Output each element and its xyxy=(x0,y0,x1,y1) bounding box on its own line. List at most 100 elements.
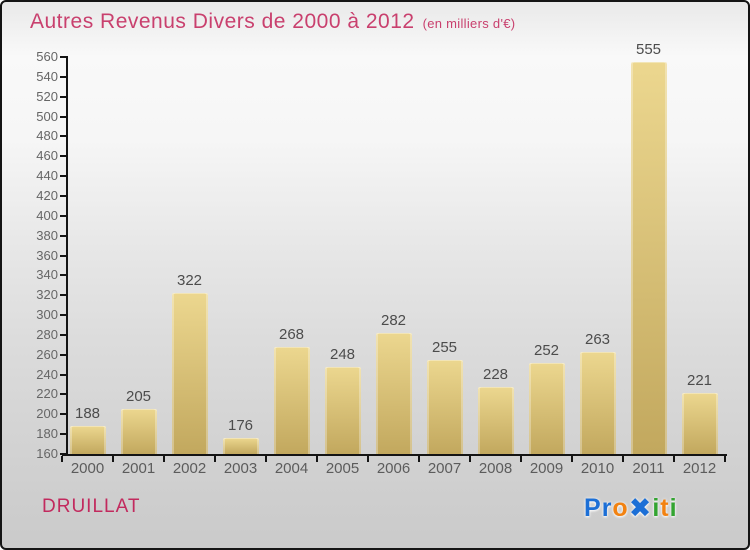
bar xyxy=(273,346,310,454)
y-tick-label: 300 xyxy=(36,307,58,323)
x-axis-tick xyxy=(112,456,114,462)
y-axis-tick xyxy=(60,115,66,118)
y-tick-label: 380 xyxy=(36,227,58,243)
bar xyxy=(375,332,412,454)
y-axis-tick xyxy=(60,234,66,237)
bar-value-label: 252 xyxy=(533,341,560,359)
x-axis-tick xyxy=(622,456,624,462)
proxiti-logo: Pro✖iti xyxy=(584,492,678,523)
bar xyxy=(69,426,106,454)
y-tick-label: 500 xyxy=(36,108,58,124)
bar-value-label: 176 xyxy=(227,417,254,435)
x-axis-tick xyxy=(367,456,369,462)
x-category-label: 2010 xyxy=(580,460,615,477)
x-axis-tick xyxy=(214,456,216,462)
bar xyxy=(681,393,718,454)
bar-value-label: 188 xyxy=(74,405,101,423)
bar-value-label: 255 xyxy=(431,338,458,356)
bar-value-label: 228 xyxy=(482,365,509,383)
x-axis-tick xyxy=(673,456,675,462)
y-tick-label: 540 xyxy=(36,68,58,84)
x-axis-line xyxy=(62,454,727,456)
y-axis-tick xyxy=(60,393,66,396)
y-axis-tick xyxy=(60,413,66,416)
x-category-label: 2009 xyxy=(529,460,564,477)
y-tick-label: 520 xyxy=(36,88,58,104)
bar-value-label: 282 xyxy=(380,311,407,329)
x-category-label: 2000 xyxy=(70,460,105,477)
logo-letter: i xyxy=(652,494,661,522)
place-name: DRUILLAT xyxy=(42,496,141,517)
y-axis-tick xyxy=(60,333,66,336)
y-axis-line xyxy=(66,56,68,456)
x-axis-tick xyxy=(163,456,165,462)
y-tick-label: 360 xyxy=(36,247,58,263)
y-axis-tick xyxy=(60,274,66,277)
y-tick-label: 160 xyxy=(36,446,58,461)
y-axis-tick xyxy=(60,433,66,436)
y-axis-tick xyxy=(60,214,66,217)
y-axis-tick xyxy=(60,75,66,78)
y-axis-tick xyxy=(60,254,66,257)
y-tick-label: 220 xyxy=(36,386,58,402)
bar-value-label: 555 xyxy=(635,40,662,58)
bar xyxy=(120,409,157,454)
x-category-label: 2006 xyxy=(376,460,411,477)
x-axis-tick xyxy=(469,456,471,462)
bar-value-label: 268 xyxy=(278,325,305,343)
bar xyxy=(477,386,514,454)
y-axis-tick xyxy=(60,194,66,197)
x-category-label: 2007 xyxy=(427,460,462,477)
x-category-label: 2001 xyxy=(121,460,156,477)
y-tick-label: 480 xyxy=(36,128,58,144)
y-tick-label: 340 xyxy=(36,267,58,283)
x-category-label: 2005 xyxy=(325,460,360,477)
x-category-label: 2003 xyxy=(223,460,258,477)
logo-letter-x: ✖ xyxy=(628,493,653,523)
bar xyxy=(222,438,259,454)
logo-letter: o xyxy=(612,494,629,522)
y-axis-tick xyxy=(60,294,66,297)
x-axis-tick xyxy=(418,456,420,462)
y-tick-label: 560 xyxy=(36,49,58,64)
x-axis-tick xyxy=(61,456,63,462)
bar xyxy=(426,359,463,454)
bar xyxy=(324,366,361,454)
y-tick-label: 460 xyxy=(36,148,58,164)
y-axis-tick xyxy=(60,353,66,356)
logo-letter: P xyxy=(584,494,602,522)
bar xyxy=(171,293,208,454)
y-axis-tick xyxy=(60,135,66,138)
logo-letter: i xyxy=(669,494,678,522)
x-category-label: 2002 xyxy=(172,460,207,477)
y-tick-label: 400 xyxy=(36,207,58,223)
y-axis-tick xyxy=(60,314,66,317)
y-tick-label: 440 xyxy=(36,168,58,184)
bar xyxy=(528,362,565,454)
x-category-label: 2011 xyxy=(632,460,665,477)
bar-value-label: 221 xyxy=(686,372,713,390)
x-axis-tick xyxy=(316,456,318,462)
bar xyxy=(630,61,667,454)
y-axis-tick xyxy=(60,175,66,178)
y-tick-label: 320 xyxy=(36,287,58,303)
y-tick-label: 240 xyxy=(36,366,58,382)
y-axis-tick xyxy=(60,373,66,376)
x-axis-tick xyxy=(265,456,267,462)
x-axis-tick xyxy=(520,456,522,462)
y-axis-tick xyxy=(60,56,66,58)
bar-value-label: 263 xyxy=(584,330,611,348)
y-tick-label: 200 xyxy=(36,406,58,422)
y-tick-label: 260 xyxy=(36,346,58,362)
y-axis-tick xyxy=(60,155,66,158)
logo-letter: t xyxy=(660,494,670,522)
x-category-label: 2004 xyxy=(274,460,309,477)
y-tick-label: 280 xyxy=(36,326,58,342)
bar-value-label: 205 xyxy=(125,388,152,406)
y-tick-label: 420 xyxy=(36,187,58,203)
chart-subtitle: (en milliers d'€) xyxy=(422,16,516,31)
bar xyxy=(579,351,616,454)
y-axis-tick xyxy=(60,95,66,98)
